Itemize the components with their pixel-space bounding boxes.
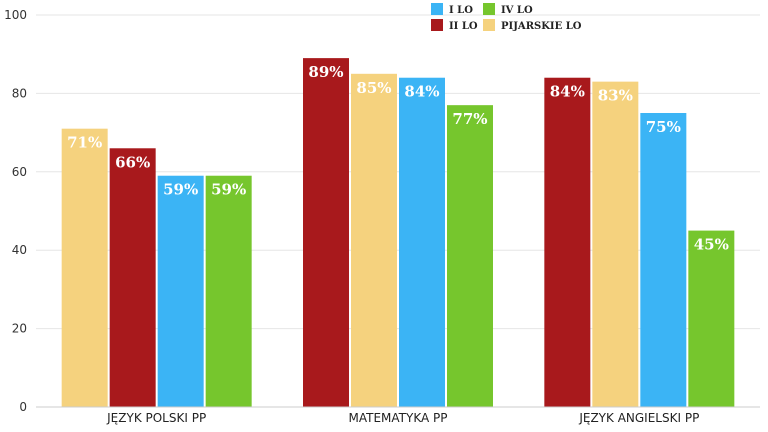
bar-ii-lo-jezyk-angielski-pp bbox=[544, 77, 591, 407]
legend-swatch-ii-lo bbox=[431, 19, 443, 31]
bar-label-ii-lo-jezyk-polski-pp: 66% bbox=[115, 153, 150, 171]
x-axis: JĘZYK POLSKI PP MATEMATYKA PP JĘZYK ANGIEL… bbox=[36, 406, 760, 425]
bars bbox=[61, 58, 735, 408]
category-label-matematyka-pp: MATEMATYKA PP bbox=[349, 411, 448, 425]
bar-iv-lo-jezyk-polski-pp bbox=[205, 175, 252, 407]
bar-label-pijarskie-lo-jezyk-polski-pp: 71% bbox=[67, 134, 102, 152]
bar-labels: 71% 66% 59% 59% 89% 85% 84% 77% 84% 83% 75% 45% bbox=[67, 63, 729, 253]
bar-i-lo-jezyk-angielski-pp bbox=[640, 113, 687, 407]
bar-pijarskie-lo-matematyka-pp bbox=[351, 73, 397, 408]
category-label-jezyk-polski-pp: JĘZYK POLSKI PP bbox=[106, 411, 206, 425]
bar-label-iv-lo-matematyka-pp: 77% bbox=[452, 110, 487, 128]
bar-iv-lo-jezyk-angielski-pp bbox=[688, 230, 735, 407]
legend-label-pijarskie-lo: PIJARSKIE LO bbox=[501, 21, 582, 32]
bar-ii-lo-jezyk-polski-pp bbox=[109, 148, 156, 407]
bar-iv-lo-matematyka-pp bbox=[447, 105, 493, 407]
bar-i-lo-matematyka-pp bbox=[399, 77, 445, 407]
legend: I LO IV LO II LO PIJARSKIE LO bbox=[431, 3, 582, 32]
bar-label-pijarskie-lo-jezyk-angielski-pp: 83% bbox=[598, 87, 633, 105]
legend-item-iv-lo[interactable]: IV LO bbox=[483, 3, 533, 16]
bar-label-ii-lo-jezyk-angielski-pp: 84% bbox=[550, 83, 585, 101]
y-tick-label-60: 60 bbox=[12, 165, 27, 179]
legend-swatch-iv-lo bbox=[483, 3, 495, 15]
category-label-jezyk-angielski-pp: JĘZYK ANGIELSKI PP bbox=[578, 411, 699, 425]
legend-swatch-pijarskie-lo bbox=[483, 19, 495, 31]
y-tick-label-0: 0 bbox=[19, 400, 27, 414]
bar-label-i-lo-matematyka-pp: 84% bbox=[404, 83, 439, 101]
legend-item-pijarskie-lo[interactable]: PIJARSKIE LO bbox=[483, 19, 582, 32]
legend-item-ii-lo[interactable]: II LO bbox=[431, 19, 478, 32]
legend-label-ii-lo: II LO bbox=[449, 21, 478, 32]
bar-label-pijarskie-lo-matematyka-pp: 85% bbox=[356, 79, 391, 97]
y-tick-label-100: 100 bbox=[4, 8, 27, 22]
y-tick-label-20: 20 bbox=[12, 322, 27, 336]
bar-ii-lo-matematyka-pp bbox=[303, 58, 349, 408]
legend-item-i-lo[interactable]: I LO bbox=[431, 3, 473, 16]
bar-label-i-lo-jezyk-polski-pp: 59% bbox=[163, 181, 198, 199]
grid: 0 20 40 60 80 100 bbox=[4, 8, 760, 414]
bar-label-iv-lo-jezyk-angielski-pp: 45% bbox=[694, 236, 729, 254]
y-tick-label-40: 40 bbox=[12, 243, 27, 257]
bar-i-lo-jezyk-polski-pp bbox=[157, 175, 204, 407]
legend-label-iv-lo: IV LO bbox=[501, 5, 533, 16]
bar-pijarskie-lo-jezyk-polski-pp bbox=[61, 128, 108, 407]
bar-label-i-lo-jezyk-angielski-pp: 75% bbox=[646, 118, 681, 136]
bar-label-iv-lo-jezyk-polski-pp: 59% bbox=[211, 181, 246, 199]
legend-swatch-i-lo bbox=[431, 3, 443, 15]
bar-label-ii-lo-matematyka-pp: 89% bbox=[308, 63, 343, 81]
y-tick-label-80: 80 bbox=[12, 86, 27, 100]
legend-label-i-lo: I LO bbox=[449, 5, 473, 16]
bar-pijarskie-lo-jezyk-angielski-pp bbox=[592, 81, 639, 407]
